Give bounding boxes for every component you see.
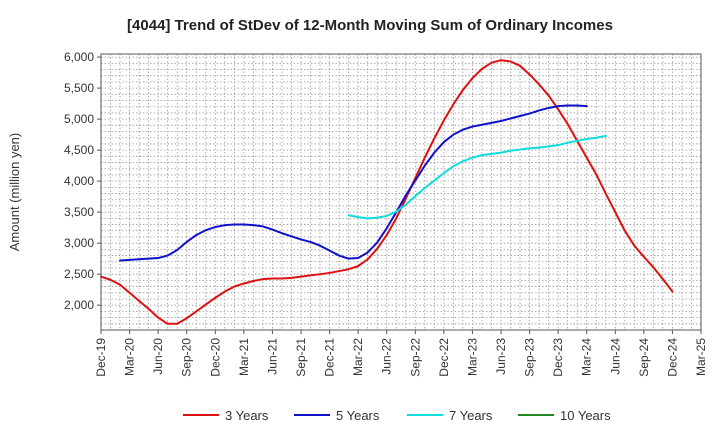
legend-label: 7 Years bbox=[449, 408, 493, 423]
y-tick-label: 4,500 bbox=[64, 143, 94, 157]
x-tick-label: Jun-23 bbox=[494, 338, 508, 375]
x-tick-label: Sep-23 bbox=[523, 338, 537, 377]
x-tick-label: Jun-24 bbox=[608, 338, 622, 375]
x-tick-label: Jun-21 bbox=[265, 338, 279, 375]
legend-label: 3 Years bbox=[225, 408, 269, 423]
y-axis: 2,000 2,500 3,000 3,500 4,000 4,500 5,000 5,500… bbox=[64, 50, 101, 312]
y-tick-label: 2,500 bbox=[64, 267, 94, 281]
y-tick-label: 2,000 bbox=[64, 298, 94, 312]
x-tick-label: Dec-21 bbox=[323, 338, 337, 377]
series-lines bbox=[100, 59, 674, 325]
x-tick-label: Sep-22 bbox=[408, 338, 422, 377]
legend-label: 10 Years bbox=[560, 408, 611, 423]
y-tick-label: 3,000 bbox=[64, 236, 94, 250]
x-tick-label: Mar-24 bbox=[580, 338, 594, 376]
y-tick-label: 3,500 bbox=[64, 205, 94, 219]
series-line-7-years bbox=[347, 134, 607, 220]
plot-area bbox=[101, 54, 701, 330]
x-tick-label: Dec-22 bbox=[437, 338, 451, 377]
legend-label: 5 Years bbox=[336, 408, 380, 423]
grid bbox=[101, 54, 701, 331]
series-line-5-years bbox=[119, 104, 588, 262]
y-tick-label: 5,000 bbox=[64, 112, 94, 126]
x-tick-label: Jun-22 bbox=[380, 338, 394, 375]
legend-item-5-years: 5 Years bbox=[294, 408, 380, 423]
x-tick-label: Dec-19 bbox=[94, 338, 108, 377]
x-tick-label: Sep-24 bbox=[637, 338, 651, 377]
y-tick-label: 5,500 bbox=[64, 81, 94, 95]
y-axis-label: Amount (million yen) bbox=[7, 133, 22, 252]
plot-frame bbox=[100, 53, 702, 331]
x-tick-label: Dec-23 bbox=[551, 338, 565, 377]
x-tick-label: Sep-21 bbox=[294, 338, 308, 377]
x-tick-label: Mar-22 bbox=[351, 338, 365, 376]
chart-title: [4044] Trend of StDev of 12-Month Moving… bbox=[127, 17, 613, 34]
legend-item-7-years: 7 Years bbox=[407, 408, 493, 423]
x-tick-label: Mar-21 bbox=[237, 338, 251, 376]
legend-item-10-years: 10 Years bbox=[518, 408, 611, 423]
x-tick-label: Mar-25 bbox=[694, 338, 708, 376]
legend-item-3-years: 3 Years bbox=[183, 408, 269, 423]
x-tick-label: Mar-23 bbox=[465, 338, 479, 376]
x-tick-label: Dec-24 bbox=[665, 338, 679, 377]
y-tick-label: 4,000 bbox=[64, 174, 94, 188]
y-tick-label: 6,000 bbox=[64, 50, 94, 64]
x-tick-label: Dec-20 bbox=[208, 338, 222, 377]
x-tick-label: Jun-20 bbox=[151, 338, 165, 375]
x-tick-label: Mar-20 bbox=[123, 338, 137, 376]
x-tick-label: Sep-20 bbox=[180, 338, 194, 377]
legend: 3 Years 5 Years 7 Years 10 Years bbox=[183, 408, 611, 423]
x-axis: Dec-19 Mar-20 Jun-20 Sep-20 Dec-20 Mar-21 Jun-… bbox=[94, 330, 708, 377]
